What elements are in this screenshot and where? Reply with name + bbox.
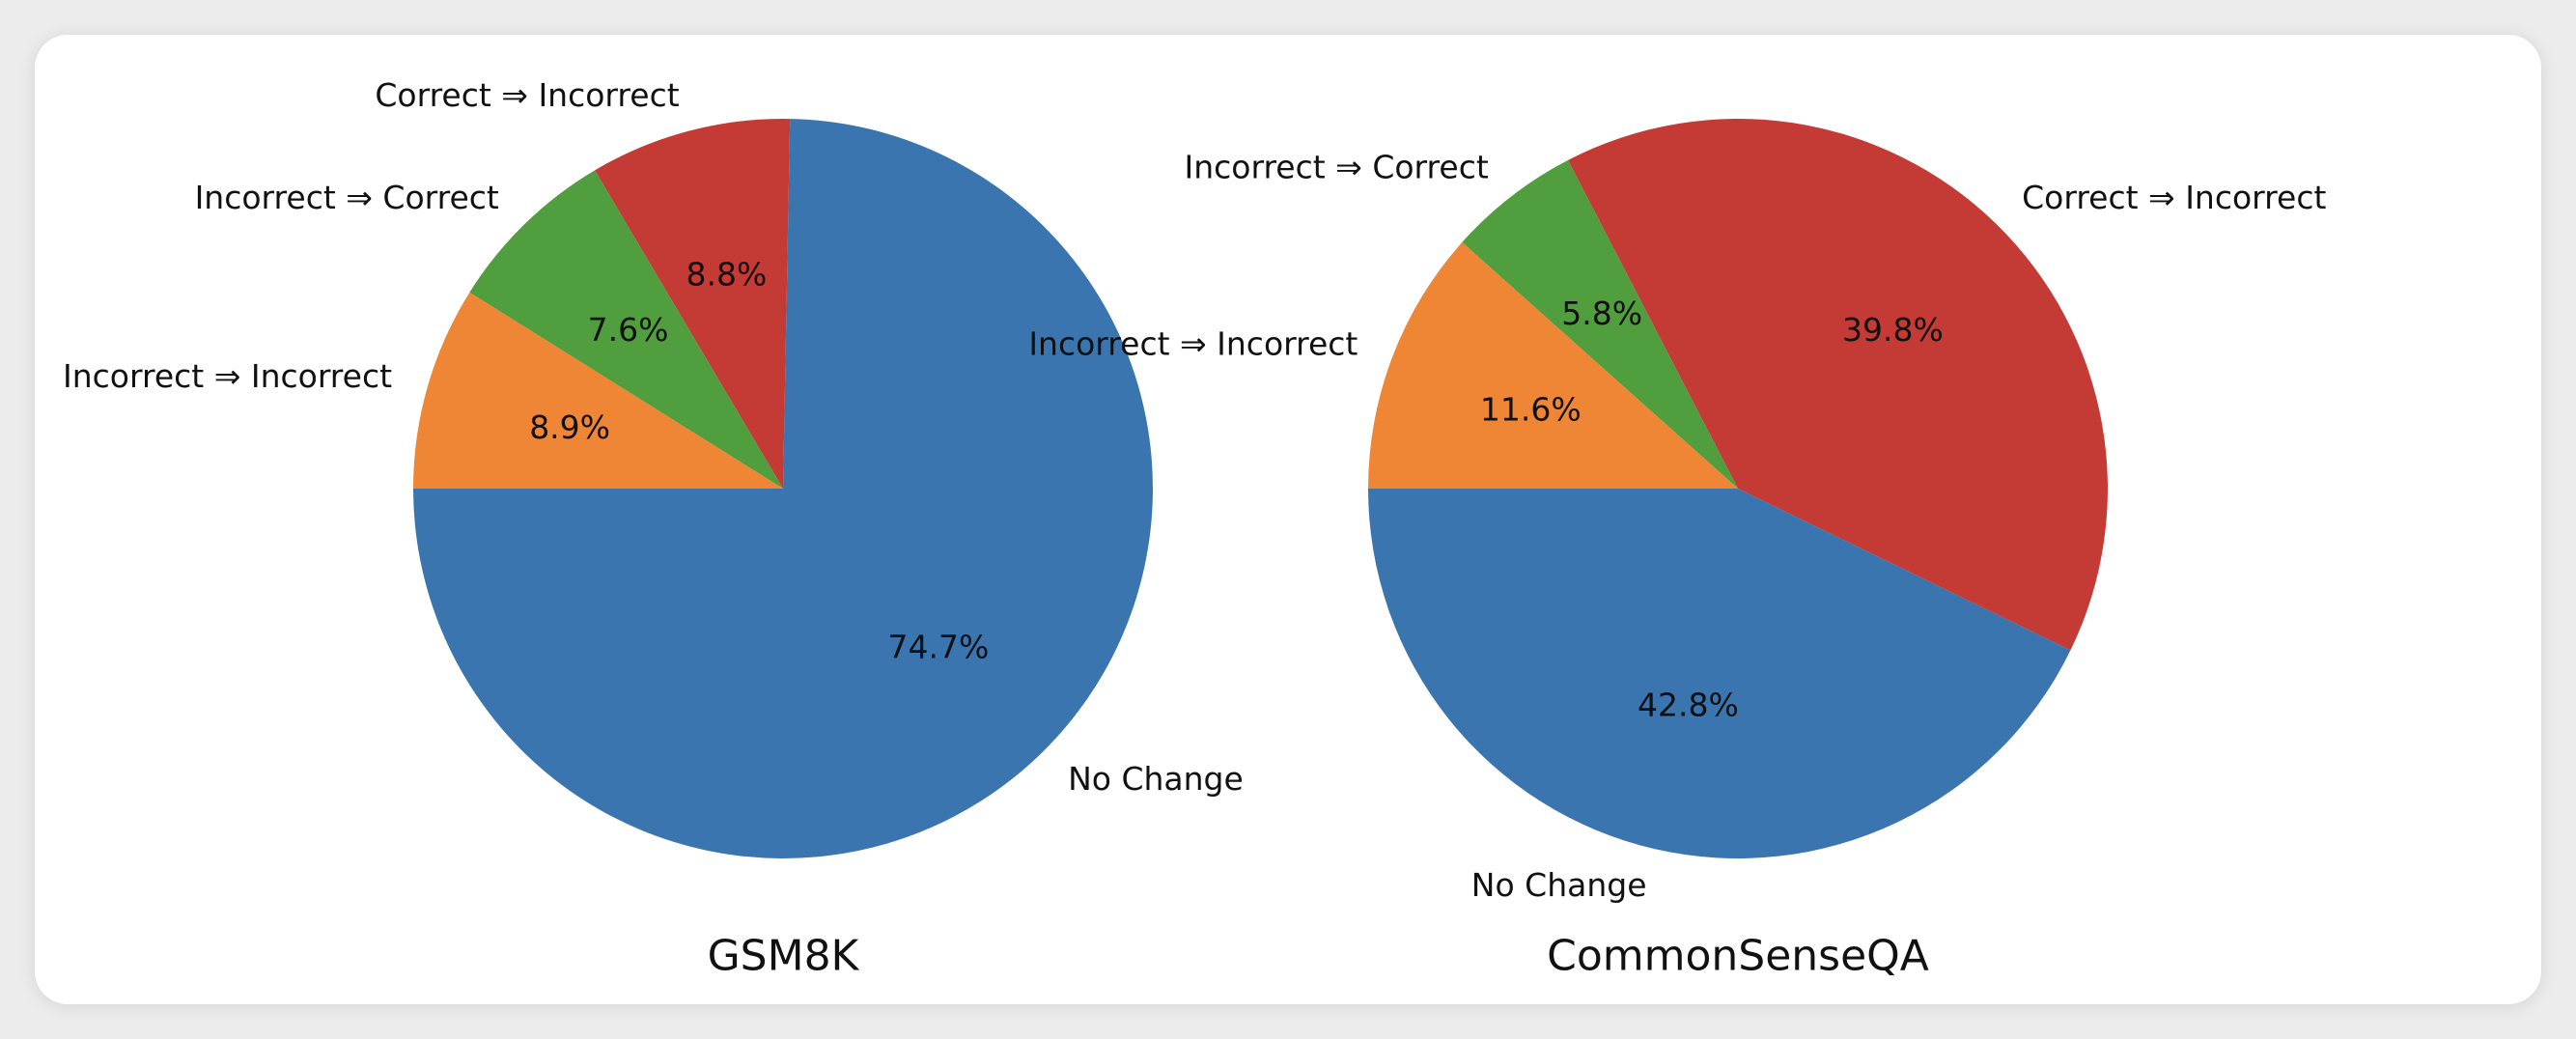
pie-slice-gsm8k-no-change: [413, 119, 1154, 859]
pie-slice-gsm8k-incorrect-correct: [469, 170, 783, 489]
pie-charts-figure: 74.7% No Change 8.8% Correct ⇒ Incorrect 7.6…: [63, 76, 2326, 981]
pie-slice-gsm8k-incorrect-incorrect: [413, 292, 783, 489]
pie-pct-label-gsm8k-correct-incorrect: 8.8%: [686, 255, 768, 293]
pie-category-label-gsm8k-no-change: No Change: [1068, 760, 1244, 798]
pie-pct-label-commonsenseqa-no-change: 42.8%: [1638, 686, 1739, 723]
pie-pct-label-commonsenseqa-incorrect-correct: 5.8%: [1561, 295, 1642, 332]
pie-category-label-gsm8k-correct-incorrect: Correct ⇒ Incorrect: [375, 76, 679, 114]
pie-category-label-commonsenseqa-incorrect-incorrect: Incorrect ⇒ Incorrect: [1028, 324, 1358, 362]
pie-category-label-gsm8k-incorrect-incorrect: Incorrect ⇒ Incorrect: [63, 357, 392, 395]
pie-category-label-commonsenseqa-incorrect-correct: Incorrect ⇒ Correct: [1185, 149, 1489, 186]
pie-pct-label-commonsenseqa-correct-incorrect: 39.8%: [1842, 311, 1944, 349]
pie-category-label-commonsenseqa-correct-incorrect: Correct ⇒ Incorrect: [2022, 179, 2326, 216]
pie-slice-commonsenseqa-incorrect-incorrect: [1368, 241, 1738, 489]
pie-slice-commonsenseqa-correct-incorrect: [1567, 119, 2108, 651]
figure-card: 74.7% No Change 8.8% Correct ⇒ Incorrect 7.6…: [35, 35, 2541, 1004]
pie-chart-gsm8k: 74.7% No Change 8.8% Correct ⇒ Incorrect 7.6…: [63, 76, 1244, 980]
pie-pct-label-gsm8k-no-change: 74.7%: [888, 629, 990, 666]
pie-title-gsm8k: GSM8K: [708, 932, 860, 981]
pie-slice-gsm8k-correct-incorrect: [595, 119, 791, 489]
pie-slice-commonsenseqa-no-change: [1367, 489, 2071, 858]
pie-category-label-gsm8k-incorrect-correct: Incorrect ⇒ Correct: [195, 179, 499, 216]
pie-pct-label-gsm8k-incorrect-correct: 7.6%: [588, 311, 669, 349]
pie-pct-label-gsm8k-incorrect-incorrect: 8.9%: [529, 408, 610, 446]
pie-pct-label-commonsenseqa-incorrect-incorrect: 11.6%: [1480, 391, 1582, 429]
pie-slice-commonsenseqa-incorrect-correct: [1462, 159, 1738, 489]
pie-chart-commonsenseqa: 42.8% No Change 39.8% Correct ⇒ Incorrect 5.…: [1028, 119, 2326, 981]
pie-category-label-commonsenseqa-no-change: No Change: [1471, 866, 1647, 904]
pie-title-commonsenseqa: CommonSenseQA: [1547, 932, 1929, 981]
